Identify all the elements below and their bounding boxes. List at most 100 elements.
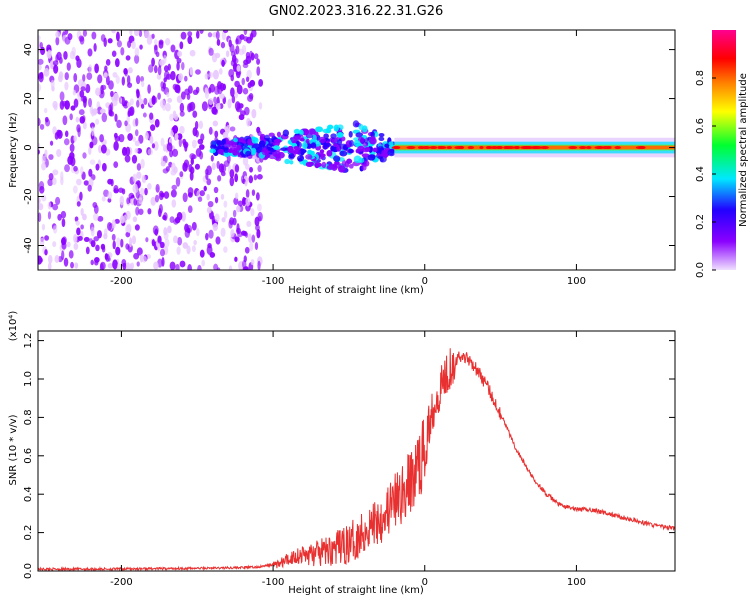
spectrogram-cell <box>214 196 219 204</box>
spectrogram-cell <box>88 64 93 73</box>
spectrogram-cell <box>540 146 549 150</box>
spectrogram-cell <box>315 126 324 133</box>
spectrogram-cell <box>116 262 121 270</box>
spectrogram-cell <box>76 227 81 236</box>
spectrogram-cell <box>331 137 339 143</box>
spectrogram-cell <box>154 118 160 128</box>
spectrogram-cell <box>49 140 54 146</box>
spectrogram-cell <box>82 74 86 83</box>
spectrogram-cell <box>250 208 255 217</box>
spectrogram-cell <box>310 150 315 156</box>
spectrogram-cell <box>55 54 59 63</box>
spectrogram-cell <box>458 146 465 150</box>
spectrogram-cell <box>89 159 96 165</box>
spectrogram-cell <box>118 96 123 105</box>
spectrogram-cell <box>163 212 168 221</box>
spectrogram-cell <box>422 146 431 150</box>
spectrogram-cell <box>166 142 173 152</box>
spectrogram-cell <box>130 262 135 269</box>
spectrogram-cell <box>221 164 227 173</box>
spectrogram-cell <box>41 155 46 164</box>
spectrogram-cell <box>179 41 184 50</box>
spectrogram-cell <box>80 224 84 230</box>
spectrogram-cell <box>151 33 155 39</box>
spectrogram-cell <box>44 149 48 158</box>
spectrogram-cell <box>77 79 84 87</box>
spectrogram-cell <box>181 61 185 71</box>
spectrogram-cell <box>157 65 162 76</box>
spectrogram-cell <box>186 245 191 255</box>
spectrogram-cell <box>212 69 219 80</box>
spectrogram-cell <box>135 75 141 85</box>
spectrogram-cell <box>73 233 78 243</box>
colorbar: 0.0 0.2 0.4 0.6 0.8 Normalized spectral ampl… <box>695 30 749 278</box>
spectrogram-cell <box>231 95 236 104</box>
spectrogram-cell <box>213 96 217 104</box>
spectrogram-cell <box>314 162 322 168</box>
spectrogram-cell <box>216 160 220 169</box>
spectrogram-cell <box>197 264 202 270</box>
spectrogram-cell <box>208 97 214 105</box>
snr-series-line <box>38 348 675 571</box>
spectrogram-cell <box>143 97 148 106</box>
spectrogram-cell <box>144 187 148 196</box>
spectrogram-cell <box>238 103 244 109</box>
spectrogram-cell <box>234 80 240 88</box>
spectrogram-cell <box>61 237 66 246</box>
spectrogram-cell <box>234 173 239 183</box>
spectrogram-cell <box>293 145 300 150</box>
spectrogram-cell <box>177 236 183 246</box>
spectrogram-cell <box>43 70 48 77</box>
spectrogram-cell <box>250 149 256 156</box>
spectrogram-cell <box>79 36 85 45</box>
spectrogram-cell <box>251 136 256 140</box>
spectrogram-cell <box>310 142 317 149</box>
spectrogram-cell <box>91 126 95 137</box>
spectrogram-cell <box>38 181 45 190</box>
spectrogram-cell <box>201 101 208 112</box>
spectrogram-cell <box>43 107 48 114</box>
spectrogram-cell <box>389 148 395 154</box>
spectrogram-cell <box>217 84 223 95</box>
spectrogram-cell <box>89 141 94 149</box>
spectrogram-cell <box>55 31 61 38</box>
spectrogram-cell <box>52 126 57 135</box>
spectrogram-cell <box>196 30 200 39</box>
spectrogram-cell <box>242 87 249 95</box>
spectrogram-cell <box>52 60 59 66</box>
spectrogram-cell <box>205 232 209 241</box>
spectrogram-cell <box>348 163 354 169</box>
spectrogram-cell <box>153 141 159 151</box>
spectrogram-cell <box>467 146 475 150</box>
spectrogram-cell <box>176 95 183 104</box>
spectrogram-cell <box>249 166 253 173</box>
spectrogram-cell <box>41 223 46 231</box>
spectrogram-cell <box>175 263 180 270</box>
spectrogram-cell <box>64 72 69 81</box>
spectrogram-cell <box>228 39 232 48</box>
spectrogram-cell <box>59 57 63 64</box>
spectrogram-cell <box>247 82 252 89</box>
spectrogram-cell <box>107 222 112 231</box>
spectrogram-cell <box>221 59 225 67</box>
spectrogram-cell <box>337 165 346 173</box>
spectrogram-cell <box>147 84 151 94</box>
spectrogram-cell <box>179 102 185 113</box>
spectrogram-cell <box>126 75 131 85</box>
spectrogram-cell <box>83 180 89 186</box>
spectrogram-cell <box>162 168 169 174</box>
spectrogram-cell <box>47 211 52 220</box>
spectrogram-cell <box>94 63 99 74</box>
spectrogram-cell <box>229 217 235 225</box>
spectrogram-cell <box>165 73 172 80</box>
spectrogram-cell <box>55 196 61 206</box>
spectrogram-cell <box>141 174 146 183</box>
spectrogram-cell <box>150 124 156 131</box>
spectrogram-cell <box>248 175 254 184</box>
spectrogram-cell <box>241 77 245 86</box>
spectrogram-cell <box>211 106 218 115</box>
spectrogram-cell <box>248 93 254 100</box>
spectrogram-cell <box>134 129 139 137</box>
spectrogram-cell <box>151 57 155 67</box>
